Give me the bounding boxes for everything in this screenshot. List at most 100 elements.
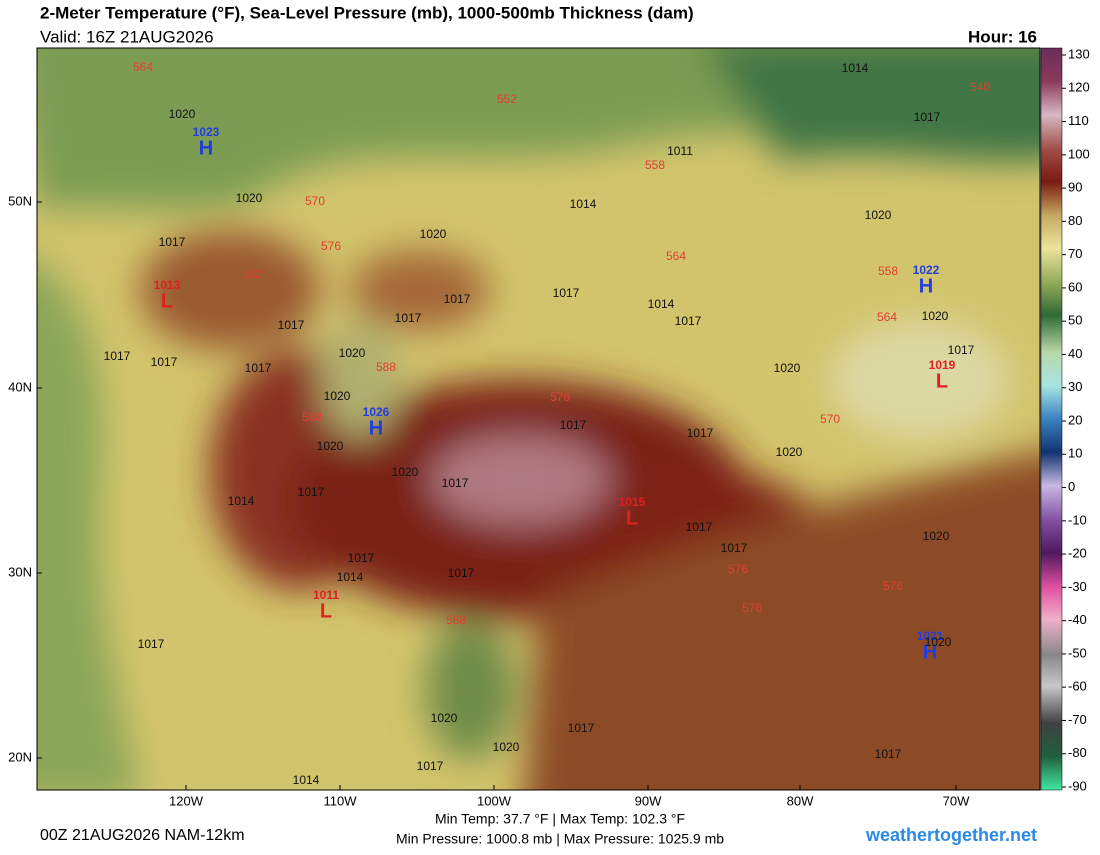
- thickness-label: 576: [728, 562, 748, 576]
- isobar-label: 1017: [914, 110, 941, 124]
- thickness-label: 564: [877, 310, 897, 324]
- isobar-label: 1017: [686, 520, 713, 534]
- colorbar: [1040, 47, 1063, 791]
- isobar-label: 1014: [293, 773, 320, 787]
- low-symbol: L: [320, 600, 332, 622]
- colorbar-label: 60: [1068, 279, 1082, 294]
- thickness-label: 588: [376, 360, 396, 374]
- isobar-label: 1017: [417, 759, 444, 773]
- isobar-label: 1017: [675, 314, 702, 328]
- colorbar-label: 120: [1068, 80, 1090, 95]
- high-symbol: H: [369, 417, 383, 439]
- thickness-label: 564: [133, 60, 153, 74]
- isobar-label: 1017: [444, 292, 471, 306]
- isobar-label: 1020: [169, 107, 196, 121]
- high-value: 1021: [917, 629, 944, 643]
- isobar-label: 1017: [568, 721, 595, 735]
- colorbar-label: 130: [1068, 46, 1090, 61]
- thickness-label: 558: [878, 264, 898, 278]
- low-symbol: L: [626, 507, 638, 529]
- isobar-label: 1020: [923, 529, 950, 543]
- lon-label: 110W: [324, 793, 358, 808]
- isobar-label: 1020: [392, 465, 419, 479]
- isobar-label: 1017: [448, 566, 475, 580]
- colorbar-label: -20: [1068, 546, 1087, 561]
- colorbar-label: 10: [1068, 446, 1082, 461]
- isobar-label: 1020: [324, 389, 351, 403]
- low-symbol: L: [936, 370, 948, 392]
- colorbar-label: 30: [1068, 379, 1082, 394]
- lat-label: 30N: [8, 564, 32, 579]
- valid-time: Valid: 16Z 21AUG2026: [40, 27, 214, 46]
- isobar-label: 1014: [842, 61, 869, 75]
- thickness-label: 576: [321, 239, 341, 253]
- pressure-range: Min Pressure: 1000.8 mb | Max Pressure: …: [396, 831, 724, 847]
- colorbar-label: 90: [1068, 180, 1082, 195]
- colorbar-label: -90: [1068, 778, 1087, 793]
- forecast-hour: Hour: 16: [968, 27, 1037, 46]
- isobar-label: 1020: [865, 208, 892, 222]
- isobar-label: 1020: [317, 439, 344, 453]
- isobar-label: 1014: [570, 197, 597, 211]
- colorbar-label: -40: [1068, 612, 1087, 627]
- isobar-label: 1020: [236, 191, 263, 205]
- isobar-label: 1017: [138, 637, 165, 651]
- temp-range: Min Temp: 37.7 °F | Max Temp: 102.3 °F: [435, 811, 685, 827]
- colorbar-label: -80: [1068, 745, 1087, 760]
- high-symbol: H: [919, 275, 933, 297]
- isobar-label: 1014: [337, 570, 364, 584]
- isobar-label: 1017: [560, 418, 587, 432]
- isobar-label: 1017: [553, 286, 580, 300]
- thickness-label: 576: [742, 601, 762, 615]
- thickness-label: 588: [302, 410, 322, 424]
- high-symbol: H: [923, 641, 937, 663]
- thickness-label: 588: [446, 613, 466, 627]
- colorbar-label: 70: [1068, 246, 1082, 261]
- isobar-label: 1020: [431, 711, 458, 725]
- thickness-label: 558: [645, 158, 665, 172]
- map-labels: 1023H1026H1022H1021H1013L1019L1015L1011L…: [104, 60, 991, 787]
- isobar-label: 1020: [493, 740, 520, 754]
- model-run: 00Z 21AUG2026 NAM-12km: [40, 827, 245, 844]
- thickness-label: 582: [242, 267, 262, 281]
- lon-label: 70W: [943, 793, 970, 808]
- map-frame: [36, 47, 1041, 791]
- thickness-label: 570: [820, 412, 840, 426]
- isobar-label: 1020: [776, 445, 803, 459]
- lon-label: 80W: [787, 793, 814, 808]
- isobar-label: 1020: [922, 309, 949, 323]
- isobar-label: 1017: [159, 235, 186, 249]
- thickness-label: 576: [883, 579, 903, 593]
- isobar-label: 1011: [667, 144, 693, 158]
- colorbar-label: 40: [1068, 346, 1082, 361]
- low-symbol: L: [161, 290, 173, 312]
- isobar-label: 1017: [948, 343, 975, 357]
- isobar-label: 1017: [151, 355, 178, 369]
- colorbar-label: -10: [1068, 512, 1087, 527]
- isobar-label: 1017: [245, 361, 272, 375]
- isobar-label: 1017: [278, 318, 305, 332]
- isobar-label: 1017: [721, 541, 748, 555]
- colorbar-label: -60: [1068, 679, 1087, 694]
- lon-label: 90W: [635, 793, 662, 808]
- lon-label: 100W: [477, 793, 512, 808]
- isobar-label: 1020: [339, 346, 366, 360]
- thickness-label: 552: [497, 92, 517, 106]
- thickness-label: 576: [550, 390, 570, 404]
- lat-label: 50N: [8, 193, 32, 208]
- colorbar-label: 100: [1068, 146, 1090, 161]
- colorbar-label: -70: [1068, 712, 1087, 727]
- isobar-label: 1014: [648, 297, 675, 311]
- low-value: 1013: [154, 278, 181, 292]
- lon-label: 120W: [169, 793, 204, 808]
- colorbar-label: 0: [1068, 479, 1075, 494]
- isobar-label: 1020: [420, 227, 447, 241]
- low-value: 1015: [619, 495, 646, 509]
- colorbar-label: -30: [1068, 579, 1087, 594]
- colorbar-label: 50: [1068, 313, 1082, 328]
- lat-label: 20N: [8, 749, 32, 764]
- low-value: 1019: [929, 358, 956, 372]
- colorbar-label: 80: [1068, 213, 1082, 228]
- isobar-label: 1017: [875, 747, 902, 761]
